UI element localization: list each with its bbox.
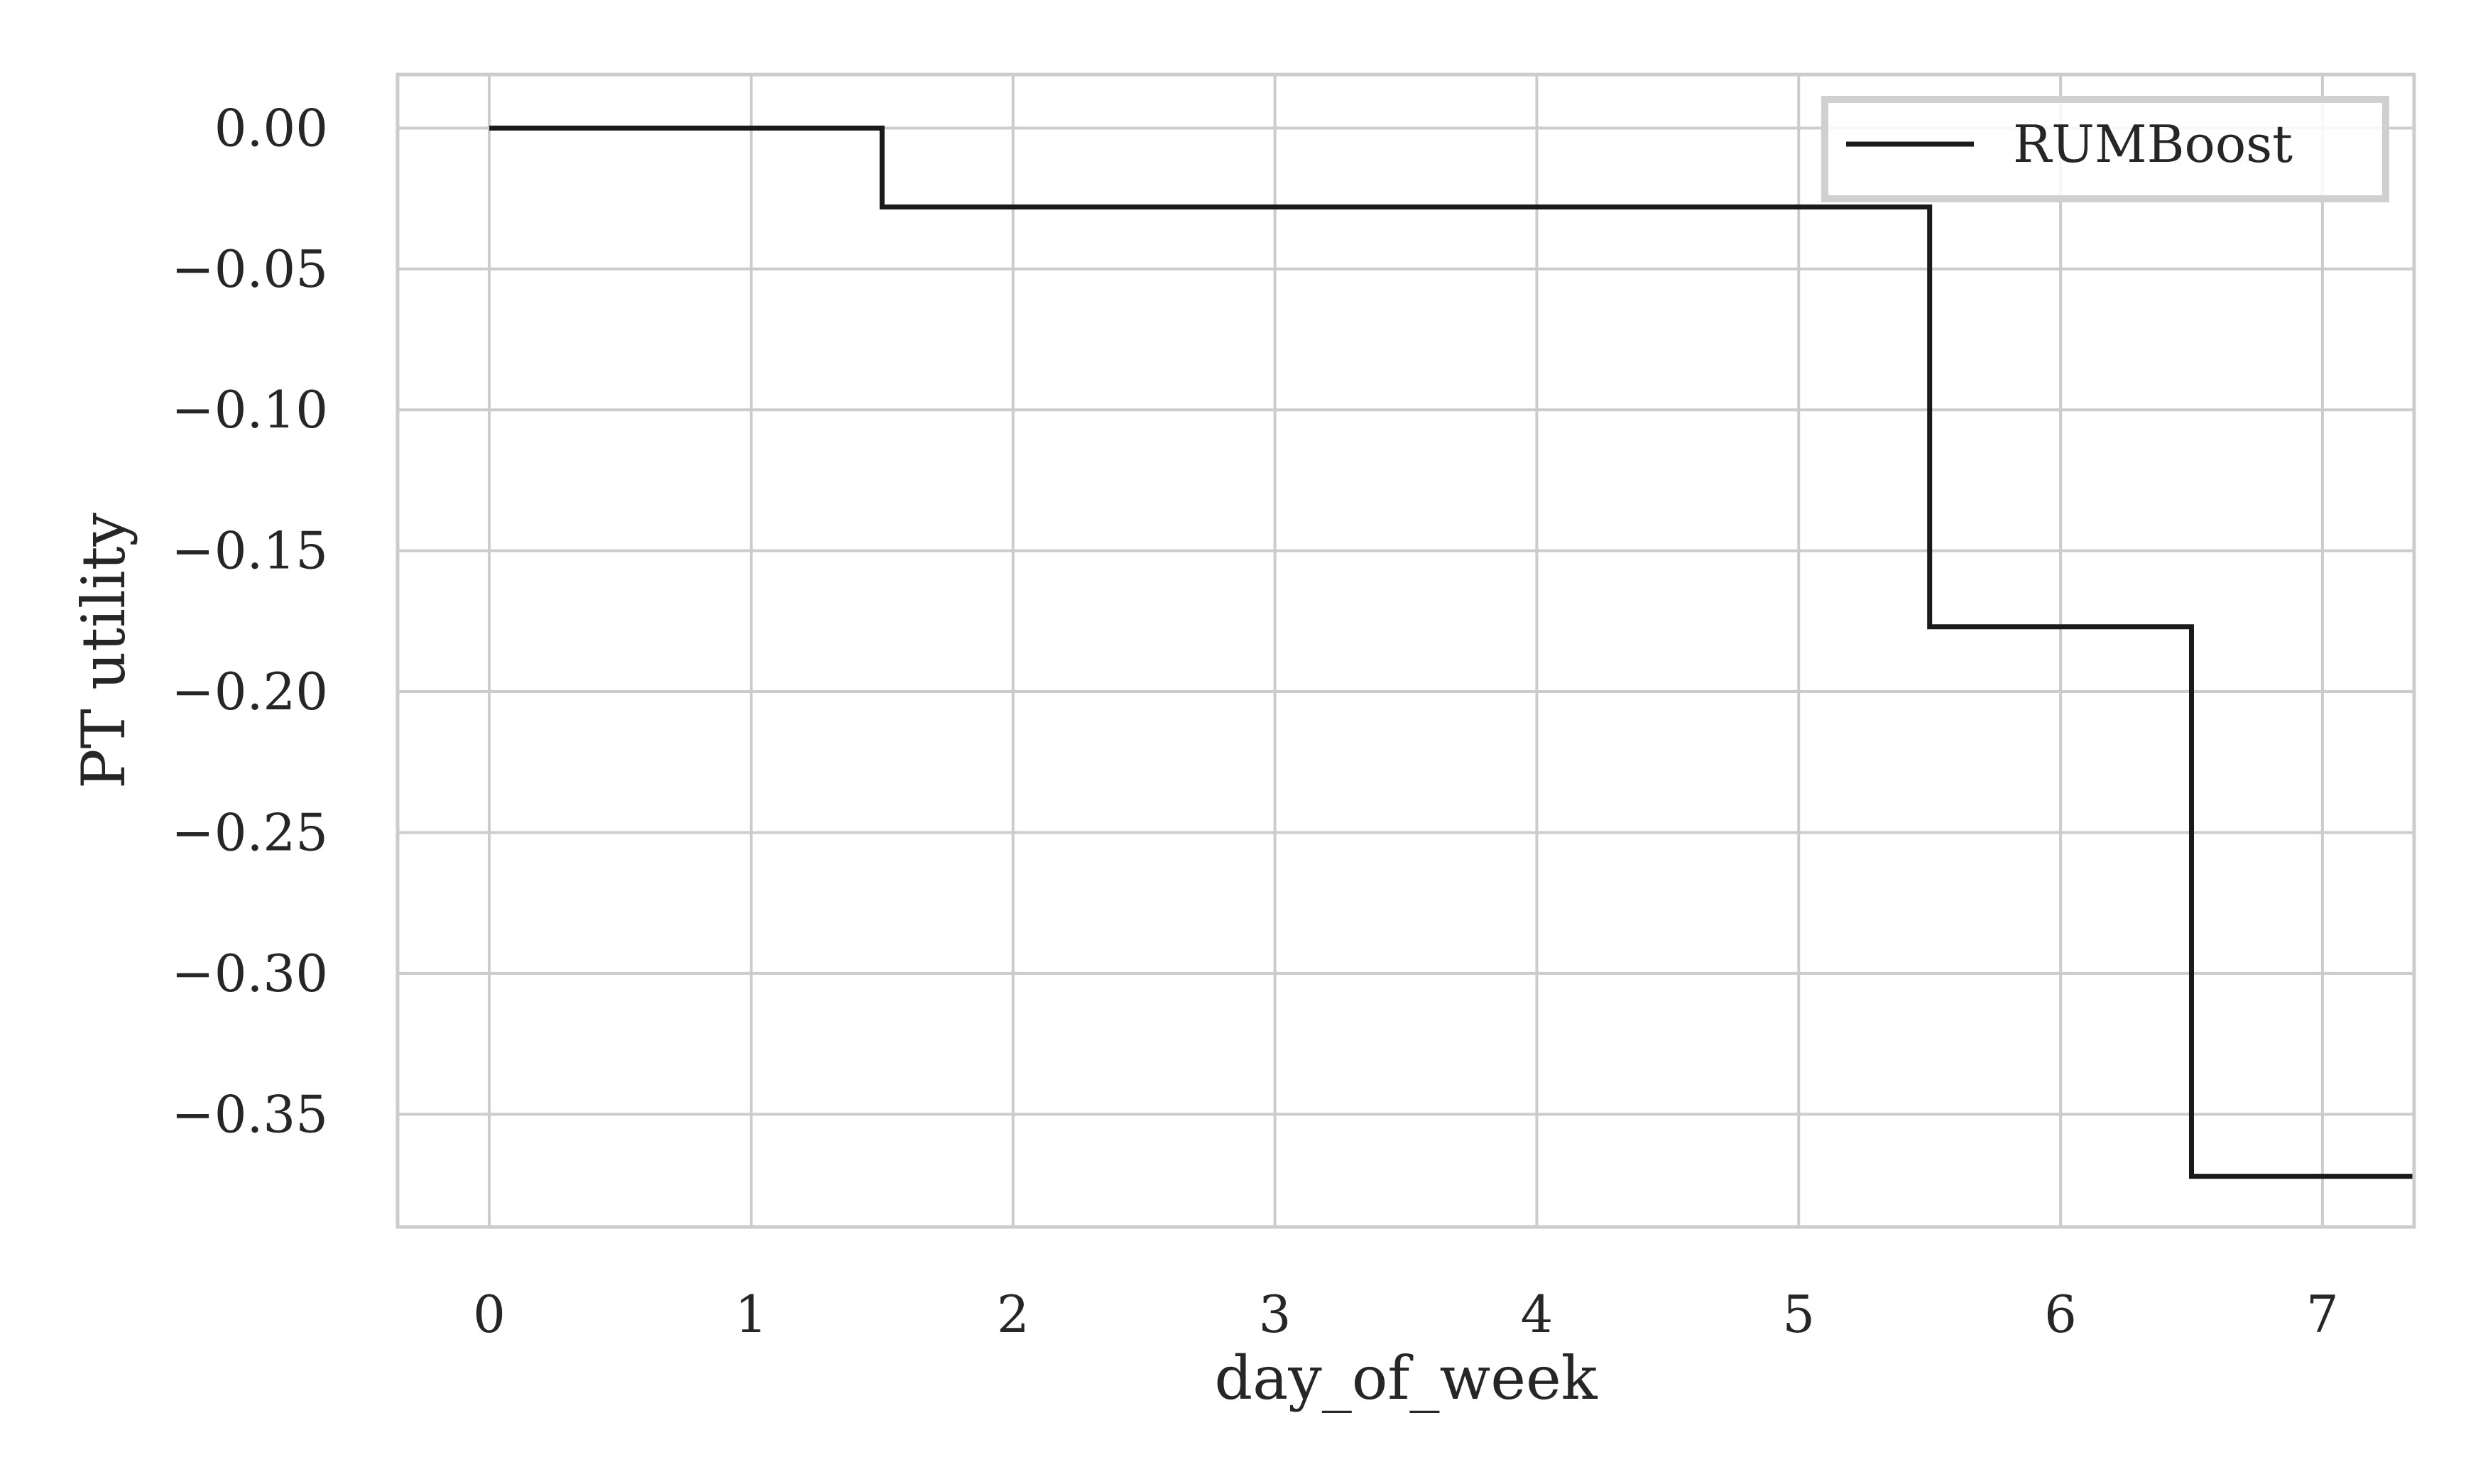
x-tick-labels: 0 1 2 3 4 5 6 7 [473, 1284, 2339, 1344]
y-tick-label-6: −0.30 [171, 944, 328, 1003]
x-tick-label-0: 0 [473, 1284, 506, 1344]
y-tick-label-5: −0.25 [171, 802, 328, 862]
y-tick-label-3: −0.15 [171, 521, 328, 581]
x-tick-label-1: 1 [735, 1284, 768, 1344]
x-tick-label-4: 4 [1521, 1284, 1554, 1344]
y-tick-label-7: −0.35 [171, 1084, 328, 1144]
x-tick-label-3: 3 [1259, 1284, 1292, 1344]
y-tick-label-0: 0.00 [214, 98, 328, 158]
x-tick-label-6: 6 [2044, 1284, 2077, 1344]
y-tick-labels: 0.00 −0.05 −0.10 −0.15 −0.20 −0.25 −0.30 −0.35 [171, 98, 328, 1144]
legend-label-rumboost: RUMBoost [2013, 114, 2293, 174]
x-tick-label-7: 7 [2306, 1284, 2339, 1344]
y-tick-label-1: −0.05 [171, 239, 328, 299]
y-axis-label: PT utility [69, 513, 138, 789]
legend: RUMBoost [1821, 96, 2389, 202]
x-tick-label-2: 2 [997, 1284, 1030, 1344]
y-tick-label-4: −0.20 [171, 662, 328, 721]
series-line-0 [489, 125, 2414, 1179]
grid-layer [398, 75, 2414, 1227]
series-layer [489, 125, 2414, 1179]
x-tick-label-5: 5 [1782, 1284, 1815, 1344]
legend-box [1821, 96, 2389, 202]
y-tick-label-2: −0.10 [171, 380, 328, 440]
plot-frame [395, 72, 2416, 1229]
x-axis-label: day_of_week [1214, 1343, 1598, 1413]
